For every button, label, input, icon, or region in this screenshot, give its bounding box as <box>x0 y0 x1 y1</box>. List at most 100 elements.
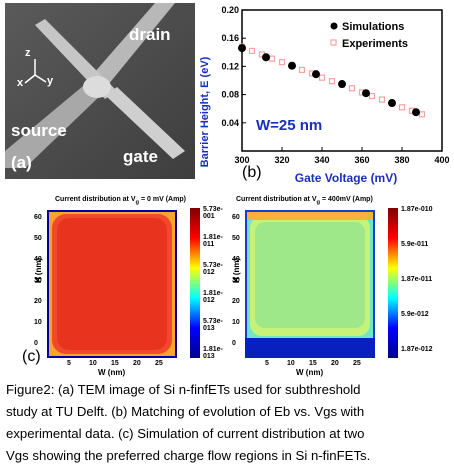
experiment-point <box>418 111 426 118</box>
heatmap-vg0-title: Current distribution at Vg = 0 mV (Amp) <box>55 196 186 206</box>
heatmap-vg0-plot <box>47 210 177 358</box>
legend-sim-marker <box>330 22 338 30</box>
x-tick-label: 340 <box>314 155 329 165</box>
y-tick-label: 60 <box>232 214 240 221</box>
experiment-point <box>378 96 386 103</box>
x-tick-label: 5 <box>265 360 269 367</box>
y-tick-label: 0.20 <box>221 5 239 15</box>
drain-fin <box>87 3 175 91</box>
legend-exp-text: Experiments <box>342 38 408 50</box>
y-tick-label: 0.16 <box>221 33 239 43</box>
heatmap-vg0: Current distribution at Vg = 0 mV (Amp) … <box>30 196 230 377</box>
simulation-point <box>388 99 396 108</box>
experiment-point <box>368 92 376 100</box>
panel-a-label: (a) <box>11 153 32 172</box>
axis-x-label: x <box>17 77 24 89</box>
simulation-point <box>412 108 420 117</box>
experiment-point <box>318 74 326 81</box>
drain-label: drain <box>129 25 171 44</box>
colorbar-label: 1.87e-012 <box>401 346 433 353</box>
gate-label: gate <box>123 147 158 166</box>
axis-y-label: y <box>47 75 54 87</box>
y-tick-label: 0.04 <box>221 118 239 128</box>
gate-fin-junction <box>83 76 111 98</box>
heatmap-vg400-ylabel: H (nm) <box>232 257 242 284</box>
y-tick-label: 30 <box>34 277 42 284</box>
x-tick-label: 5 <box>67 360 71 367</box>
experiment-point <box>328 78 336 85</box>
heatmap-vg0-ylabel: H (nm) <box>34 257 44 284</box>
caption-line: experimental data. (c) Simulation of cur… <box>6 426 365 441</box>
y-axis-label: Barrier Height, E (eV) <box>199 56 211 167</box>
heatmap-vg0-colorbar <box>190 208 200 358</box>
x-axis-label: Gate Voltage (mV) <box>295 171 397 185</box>
colorbar-label: 5.9e-012 <box>401 311 429 318</box>
y-tick-label: 0.08 <box>221 90 239 100</box>
y-tick-label: 0.12 <box>221 61 239 71</box>
x-tick-label: 25 <box>353 360 361 367</box>
x-tick-label: 15 <box>309 360 317 367</box>
heatmap-vg400-plot <box>245 210 375 358</box>
figure-caption: Figure2: (a) TEM image of Si n-finfETs u… <box>6 379 452 467</box>
x-tick-label: 25 <box>155 360 163 367</box>
x-tick-label: 380 <box>394 155 409 165</box>
x-tick-label: 15 <box>111 360 119 367</box>
colorbar-label: 1.81e-012 <box>203 290 223 304</box>
simulation-point <box>238 44 246 53</box>
tem-structure-drawing <box>5 3 195 179</box>
experiment-point <box>298 66 306 74</box>
y-tick-label: 20 <box>34 298 42 305</box>
legend-exp-marker <box>330 39 337 46</box>
colorbar-label: 1.81e-013 <box>203 346 223 360</box>
width-annotation: W=25 nm <box>256 117 322 134</box>
y-tick-label: 40 <box>34 256 42 263</box>
y-tick-label: 60 <box>34 214 42 221</box>
y-tick-label: 0 <box>232 340 236 347</box>
y-tick-label: 50 <box>232 235 240 242</box>
y-tick-label: 20 <box>232 298 240 305</box>
simulation-point <box>312 70 320 79</box>
colorbar-label: 5.9e-011 <box>401 241 429 248</box>
colorbar-label: 1.87e-011 <box>401 276 433 283</box>
source-fin <box>5 81 103 168</box>
y-tick-label: 10 <box>232 319 240 326</box>
x-tick-label: 360 <box>354 155 369 165</box>
source-label: source <box>11 121 67 140</box>
y-tick-label: 0 <box>34 340 38 347</box>
heatmap-vg400-colorbar <box>388 208 398 358</box>
panel-c-label: (c) <box>22 348 41 365</box>
y-tick-label: 10 <box>34 319 42 326</box>
heatmap-vg400-xlabel: W (nm) <box>296 368 324 377</box>
x-tick-label: 20 <box>133 360 141 367</box>
colorbar-label: 5.73e-001 <box>203 206 223 220</box>
barrier-height-chart: 300 320 340 360 380 400 0.04 0.08 0.12 0.16 0.20 Si… <box>199 5 450 185</box>
experiment-point <box>398 104 406 111</box>
simulation-point <box>338 80 346 89</box>
y-tick-label: 30 <box>232 277 240 284</box>
x-tick-label: 320 <box>274 155 289 165</box>
heatmap-vg400: Current distribution at Vg = 400mV (Amp)… <box>228 196 452 377</box>
barrier-height-plot: 300 320 340 360 380 400 0.04 0.08 0.12 0.16 0.20 Si… <box>196 0 452 188</box>
x-tick-label: 20 <box>331 360 339 367</box>
x-tick-label: 10 <box>89 360 97 367</box>
simulation-point <box>288 61 296 70</box>
caption-line: study at TU Delft. (b) Matching of evolu… <box>6 404 365 419</box>
experiment-point <box>248 47 256 54</box>
panel-b-label: (b) <box>242 164 262 181</box>
caption-line: Figure2: (a) TEM image of Si n-finfETs u… <box>6 382 361 397</box>
legend-sim-text: Simulations <box>342 21 404 33</box>
simulation-point <box>262 53 270 62</box>
axis-z-label: z <box>25 47 31 59</box>
gate-lower <box>105 87 185 159</box>
y-tick-label: 50 <box>34 235 42 242</box>
colorbar-label: 1.81e-011 <box>203 234 223 248</box>
x-tick-label: 10 <box>287 360 295 367</box>
experiment-point <box>278 59 286 66</box>
heatmap-vg400-title: Current distribution at Vg = 400mV (Amp) <box>236 196 373 206</box>
colorbar-label: 5.73e-013 <box>203 318 223 332</box>
y-tick-label: 40 <box>232 256 240 263</box>
caption-line: Vgs showing the preferred charge flow re… <box>6 448 371 463</box>
tem-image: z x y drain source gate (a) <box>5 3 195 179</box>
heatmap-vg0-xlabel: W (nm) <box>98 368 126 377</box>
colorbar-label: 5.73e-012 <box>203 262 223 276</box>
